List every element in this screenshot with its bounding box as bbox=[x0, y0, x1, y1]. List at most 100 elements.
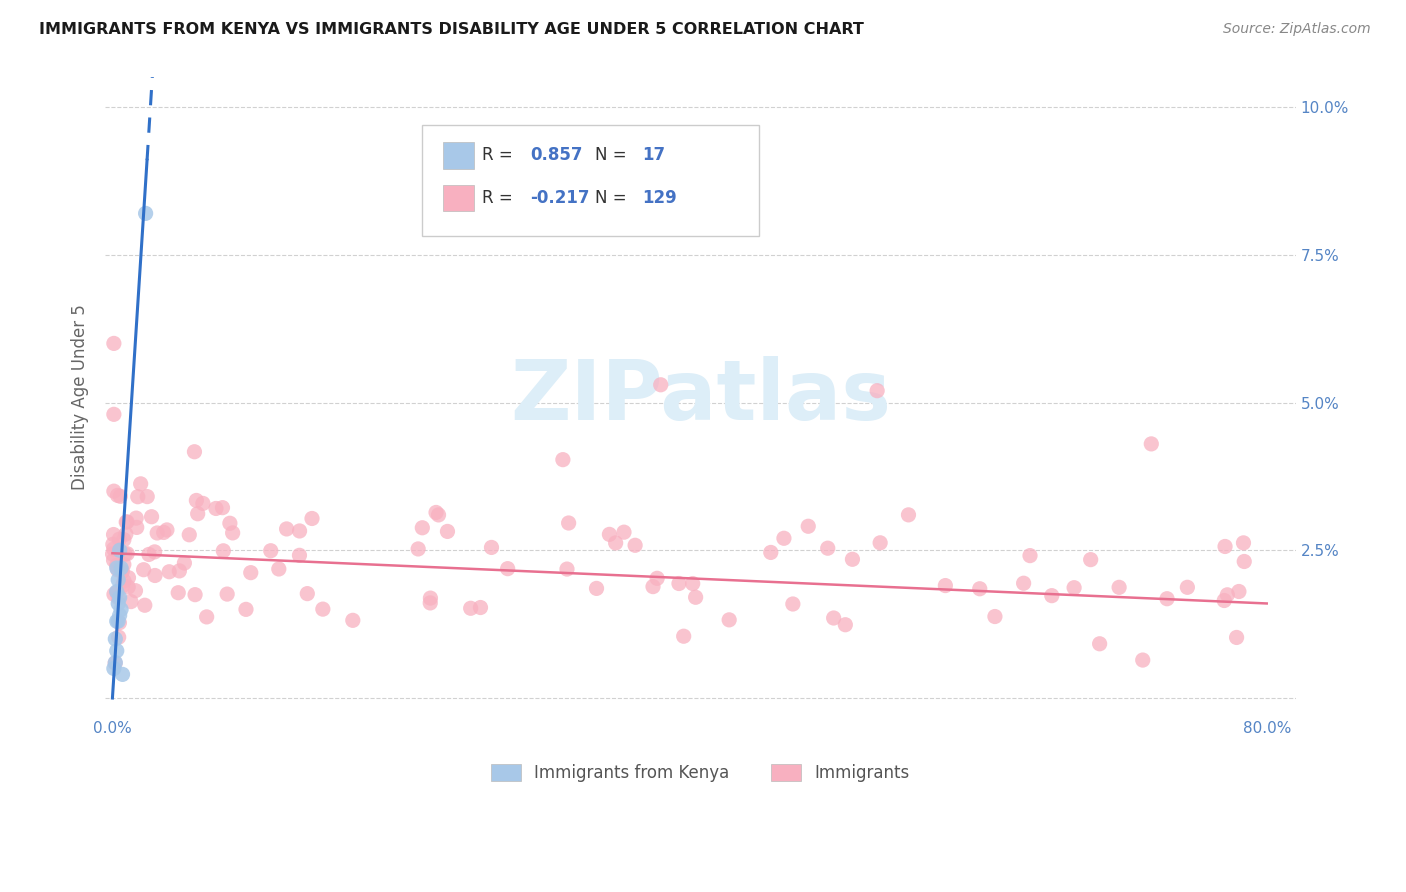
Point bbox=[115, 527, 138, 541]
Point bbox=[239, 566, 262, 580]
Point bbox=[186, 493, 208, 508]
Point bbox=[105, 585, 128, 599]
Point bbox=[110, 602, 132, 616]
Point bbox=[585, 582, 607, 596]
Point bbox=[110, 489, 132, 503]
Point bbox=[108, 591, 131, 605]
Point bbox=[105, 584, 128, 599]
Point bbox=[288, 549, 311, 563]
Point bbox=[107, 563, 129, 577]
Point bbox=[205, 501, 228, 516]
Point bbox=[184, 588, 207, 602]
Point bbox=[650, 377, 672, 392]
Point bbox=[557, 516, 579, 530]
Point bbox=[235, 602, 257, 616]
Text: N =: N = bbox=[595, 146, 631, 164]
Point bbox=[108, 533, 131, 547]
Point bbox=[1213, 593, 1236, 607]
Point bbox=[105, 644, 128, 658]
Point bbox=[143, 568, 166, 582]
Point bbox=[111, 667, 134, 681]
Point bbox=[103, 542, 125, 557]
Point bbox=[107, 591, 129, 605]
Point bbox=[108, 543, 131, 558]
Point bbox=[191, 496, 214, 510]
Point bbox=[211, 500, 233, 515]
Point bbox=[105, 558, 128, 573]
Point bbox=[406, 541, 429, 556]
Text: Source: ZipAtlas.com: Source: ZipAtlas.com bbox=[1223, 22, 1371, 37]
Point bbox=[219, 516, 242, 531]
Point bbox=[136, 490, 159, 504]
Point bbox=[167, 585, 190, 599]
Point bbox=[1019, 549, 1042, 563]
Point bbox=[104, 632, 127, 646]
Point bbox=[1232, 536, 1254, 550]
Point bbox=[143, 545, 166, 559]
Point bbox=[718, 613, 741, 627]
Point bbox=[411, 521, 433, 535]
Point bbox=[107, 573, 129, 587]
Point bbox=[641, 580, 664, 594]
Point bbox=[103, 407, 125, 421]
Point bbox=[221, 525, 243, 540]
Point bbox=[124, 583, 146, 598]
Point bbox=[1227, 584, 1250, 599]
Point bbox=[1216, 588, 1239, 602]
Point bbox=[260, 543, 283, 558]
Point bbox=[112, 558, 135, 572]
Point bbox=[179, 528, 201, 542]
Point bbox=[555, 562, 578, 576]
Point bbox=[436, 524, 458, 539]
Point bbox=[129, 476, 152, 491]
Point bbox=[496, 562, 519, 576]
Point bbox=[107, 630, 129, 644]
Point bbox=[470, 600, 492, 615]
Point bbox=[104, 656, 127, 670]
Point bbox=[934, 578, 956, 592]
Point bbox=[1140, 437, 1163, 451]
Point bbox=[460, 601, 482, 615]
Point bbox=[668, 576, 690, 591]
Point bbox=[645, 571, 668, 585]
Point bbox=[187, 507, 209, 521]
Point bbox=[103, 661, 125, 675]
Point bbox=[897, 508, 920, 522]
Point bbox=[107, 488, 129, 502]
Point bbox=[773, 531, 796, 545]
Text: ZIPatlas: ZIPatlas bbox=[510, 356, 891, 437]
Point bbox=[157, 565, 180, 579]
Point bbox=[112, 574, 135, 588]
Point bbox=[115, 515, 138, 529]
Point bbox=[301, 511, 323, 525]
Point bbox=[425, 506, 447, 520]
Point bbox=[135, 206, 157, 220]
Point bbox=[613, 525, 636, 540]
Point bbox=[111, 579, 134, 593]
Point bbox=[107, 614, 129, 628]
Point bbox=[605, 536, 627, 550]
Point bbox=[834, 617, 856, 632]
Point bbox=[183, 444, 205, 458]
Point bbox=[156, 523, 179, 537]
Point bbox=[419, 591, 441, 606]
Point bbox=[624, 538, 647, 552]
Point bbox=[823, 611, 845, 625]
Point bbox=[101, 537, 124, 551]
Point bbox=[1080, 552, 1102, 566]
Point bbox=[1213, 540, 1236, 554]
Point bbox=[1012, 576, 1035, 591]
Point bbox=[115, 547, 138, 561]
Point bbox=[114, 547, 136, 561]
Point bbox=[125, 520, 148, 534]
Point bbox=[105, 614, 128, 628]
Point bbox=[103, 484, 125, 499]
Point bbox=[110, 561, 132, 575]
Point bbox=[969, 582, 991, 596]
Point bbox=[984, 609, 1007, 624]
Point bbox=[138, 548, 160, 562]
Text: R =: R = bbox=[482, 146, 519, 164]
Point bbox=[132, 563, 155, 577]
Point bbox=[195, 610, 218, 624]
Point bbox=[685, 591, 707, 605]
